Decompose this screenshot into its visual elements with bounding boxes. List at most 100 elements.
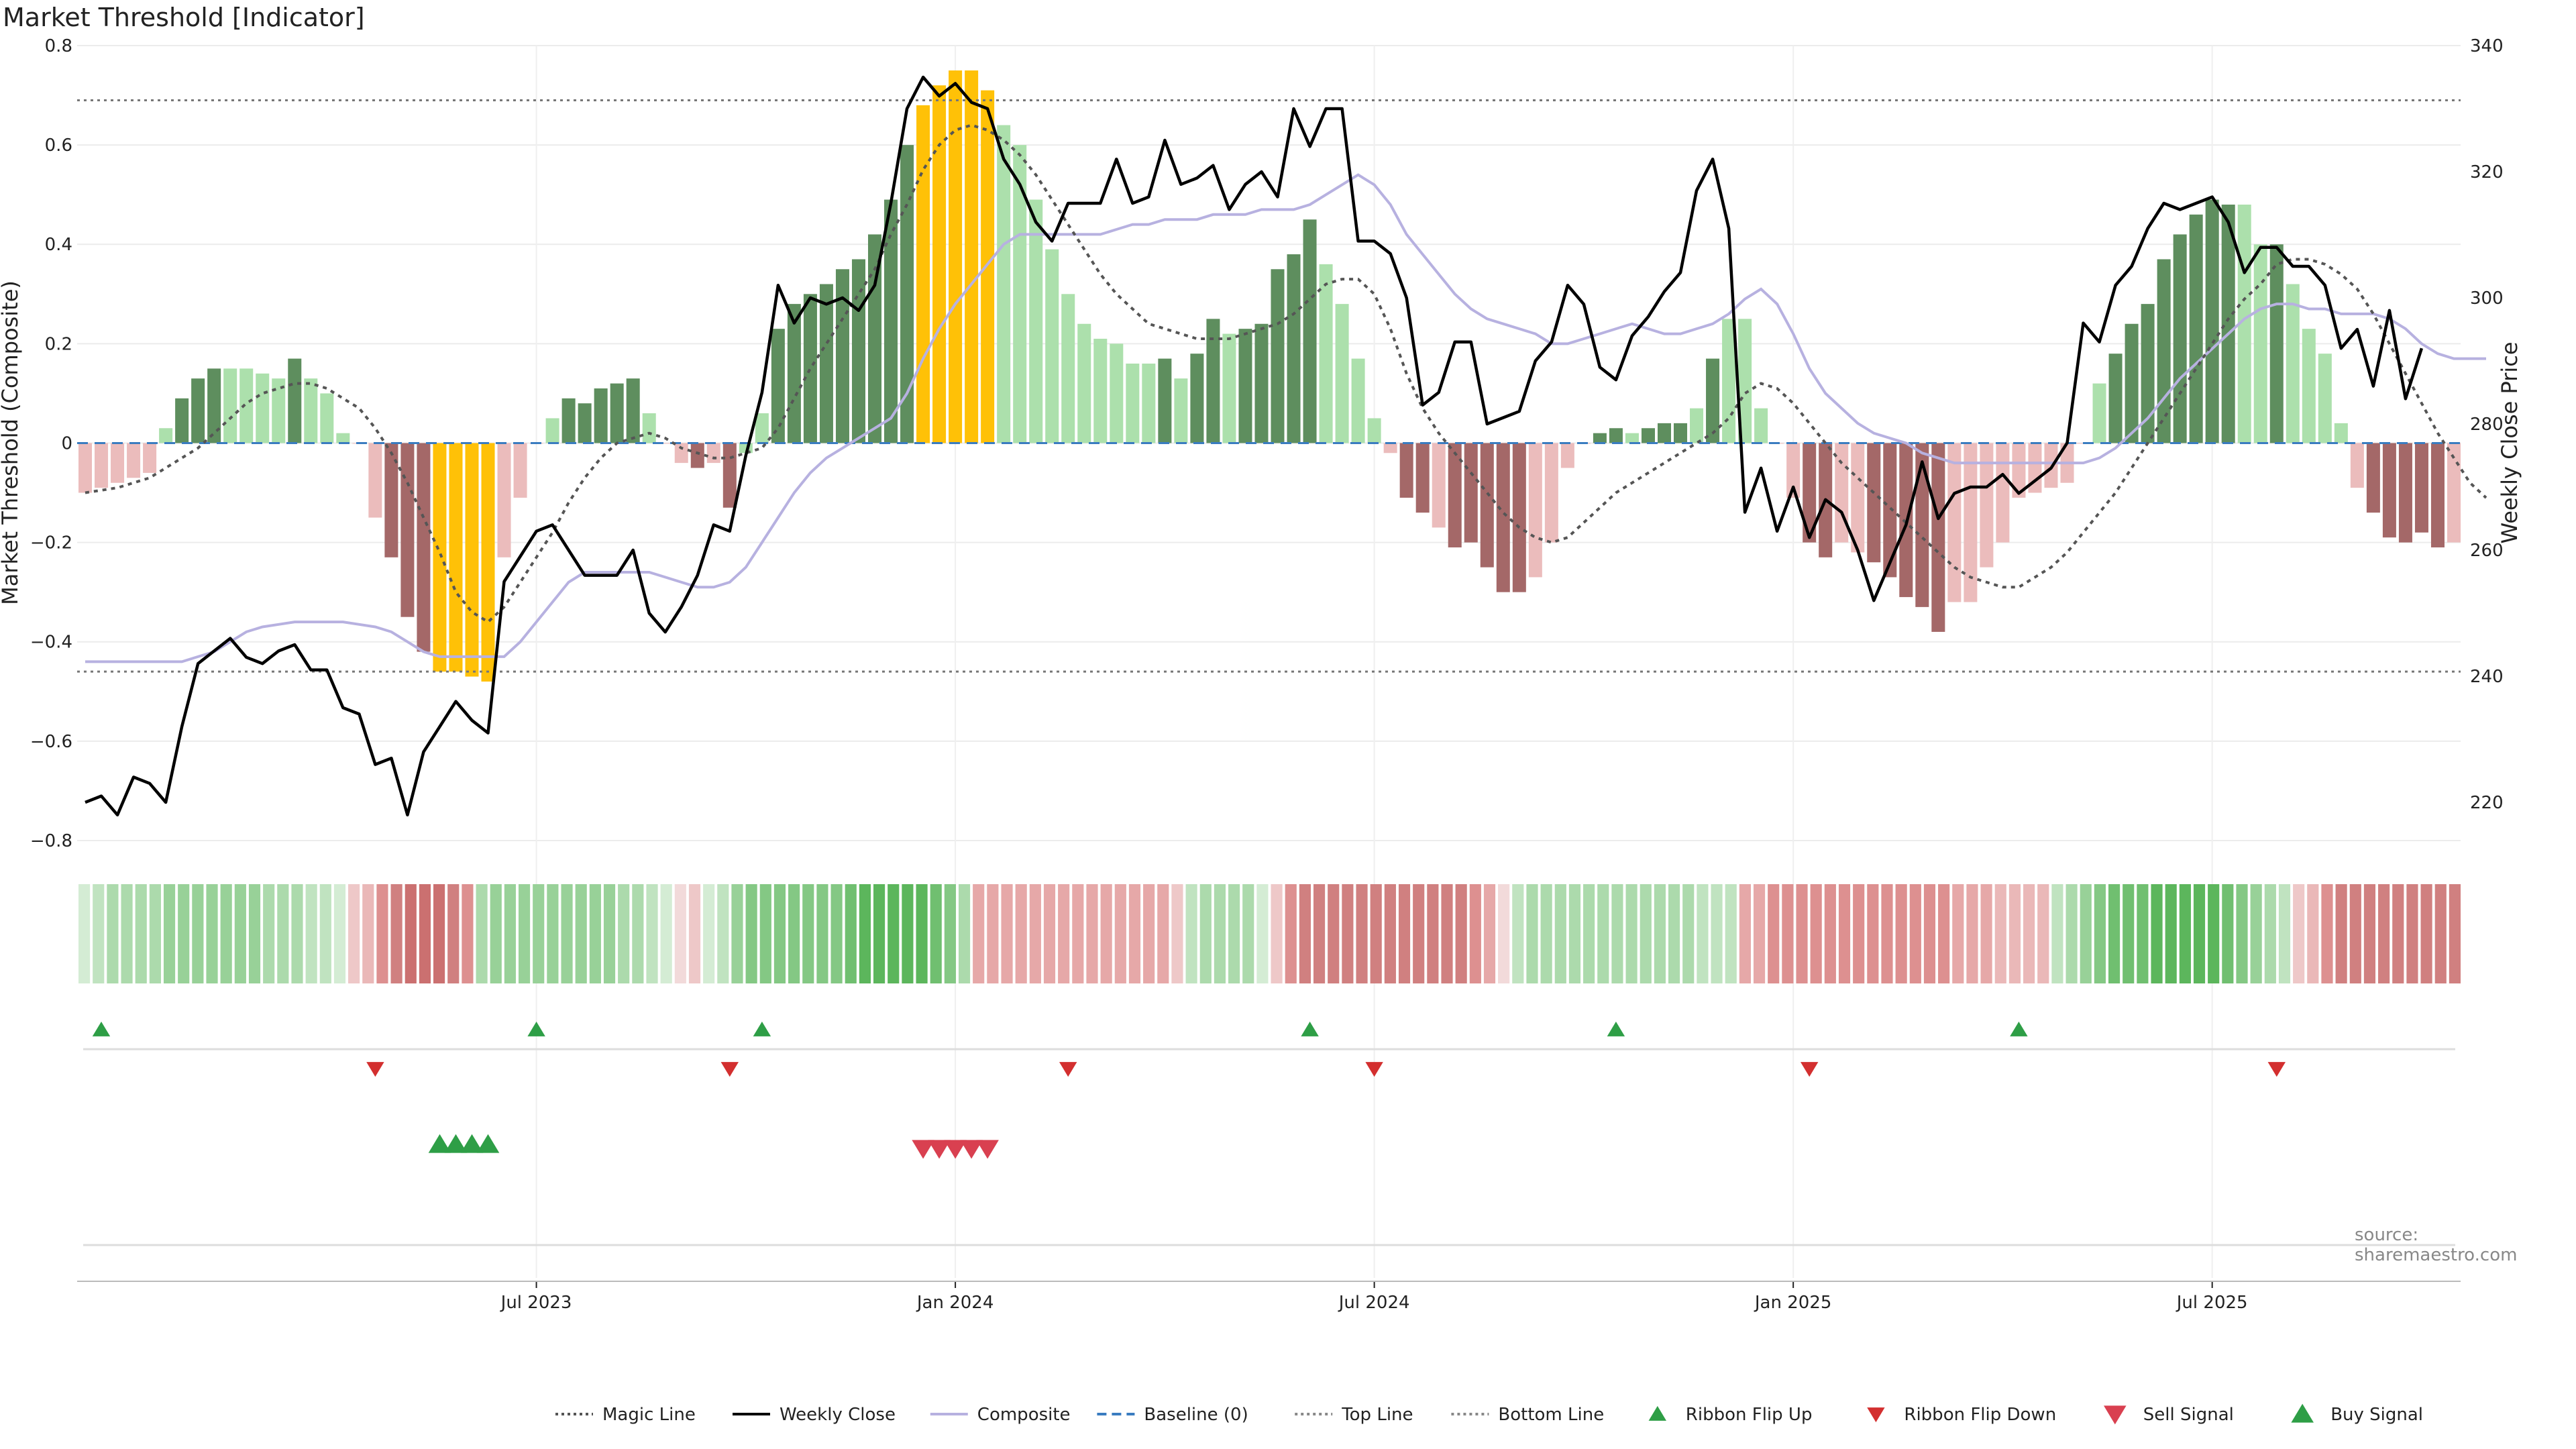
ribbon-cell: [2406, 884, 2418, 983]
composite-bar: [1803, 443, 1817, 543]
composite-bar: [2157, 259, 2171, 443]
ribbon-cell: [1398, 884, 1411, 983]
ribbon-cell: [1356, 884, 1368, 983]
composite-bar: [288, 358, 302, 443]
composite-bar: [1480, 443, 1494, 568]
ribbon-cell: [533, 884, 545, 983]
ribbon-cell: [958, 884, 971, 983]
composite-bar: [2318, 354, 2332, 443]
ribbon-cell: [2023, 884, 2035, 983]
ribbon-cell: [1654, 884, 1666, 983]
y2-tick-label: 340: [2470, 36, 2504, 56]
y2-axis-label: Weekly Close Price: [2497, 341, 2522, 543]
ribbon-cell: [1498, 884, 1510, 983]
composite-bar: [2012, 443, 2026, 498]
composite-bar: [336, 433, 350, 443]
ribbon-cell: [618, 884, 630, 983]
composite-bar: [1883, 443, 1897, 578]
chart-title: Market Threshold [Indicator]: [3, 3, 365, 32]
composite-bar: [1126, 363, 1140, 443]
composite-bar: [2108, 354, 2123, 443]
ribbon-cell: [1455, 884, 1467, 983]
ribbon-cell: [1512, 884, 1524, 983]
ribbon-flip-up-marker: [527, 1021, 545, 1036]
ribbon-cell: [234, 884, 246, 983]
composite-bar: [2350, 443, 2364, 488]
composite-bar: [594, 388, 608, 443]
ribbon-cell: [1554, 884, 1566, 983]
composite-bar: [1238, 329, 1252, 443]
legend-entry: Bottom Line: [1451, 1405, 1604, 1425]
ribbon-cell: [2278, 884, 2291, 983]
legend-entry: Buy Signal: [2291, 1403, 2423, 1425]
ribbon-cell: [1640, 884, 1652, 983]
ribbon-cell: [802, 884, 814, 983]
composite-bar: [1512, 443, 1526, 592]
ribbon-cell: [731, 884, 743, 983]
ribbon-cell: [1214, 884, 1226, 983]
ribbon-cell: [717, 884, 729, 983]
y-tick-label: −0.2: [30, 533, 72, 553]
composite-bar: [1013, 145, 1027, 443]
composite-bar: [1029, 199, 1043, 443]
ribbon-cell: [1029, 884, 1041, 983]
composite-bar: [1222, 333, 1236, 443]
composite-bar: [1593, 433, 1607, 443]
ribbon-cell: [1668, 884, 1680, 983]
legend-label: Ribbon Flip Down: [1904, 1405, 2056, 1425]
ribbon-flip-down-marker: [1801, 1062, 1819, 1077]
composite-bar: [384, 443, 398, 557]
axes: 0.8 0.6 0.4 0.2 0 −0.2 −0.4 −0.6 −0.8 340 320 300 28…: [30, 36, 2504, 1313]
ribbon-cell: [1271, 884, 1283, 983]
composite-bar: [949, 70, 963, 443]
ribbon-cell: [2080, 884, 2092, 983]
ribbon-cell: [476, 884, 488, 983]
composite-bar: [1061, 294, 1075, 443]
y-tick-label: 0: [61, 433, 72, 453]
composite-bar: [2447, 443, 2461, 543]
ribbon-cell: [1909, 884, 1921, 983]
composite-bar: [1110, 343, 1124, 443]
composite-bar: [1174, 378, 1188, 443]
composite-bar: [1754, 408, 1768, 443]
composite-bar: [1964, 443, 1978, 602]
composite-bar: [2382, 443, 2396, 538]
legend-swatch: [1648, 1405, 1666, 1421]
ribbon-cell: [1540, 884, 1552, 983]
ribbon-cell: [561, 884, 573, 983]
ribbon-cell: [575, 884, 587, 983]
ribbon-flip-down-marker: [720, 1062, 739, 1077]
composite-bar: [1786, 443, 1801, 498]
composite-bar: [1432, 443, 1446, 528]
legend-swatch: [2104, 1405, 2127, 1425]
ribbon-cell: [192, 884, 204, 983]
ribbon-cell: [2293, 884, 2305, 983]
ribbon-cell: [2222, 884, 2234, 983]
composite-bar: [2269, 244, 2284, 443]
ribbon-cell: [1853, 884, 1865, 983]
ribbon-cell: [93, 884, 105, 983]
ribbon-cell: [206, 884, 218, 983]
legend-entry: Composite: [930, 1405, 1071, 1425]
ribbon-cell: [1824, 884, 1836, 983]
composite-bar: [2334, 423, 2348, 443]
sell-signal-marker: [912, 1140, 934, 1159]
ribbon-cell: [1242, 884, 1254, 983]
composite-bar: [497, 443, 511, 557]
ribbon-cell: [1256, 884, 1269, 983]
legend-label: Composite: [977, 1405, 1071, 1425]
ribbon-cell: [1469, 884, 1481, 983]
ribbon-cell: [447, 884, 460, 983]
composite-bar: [787, 304, 801, 443]
composite-bar: [997, 125, 1011, 443]
ribbon-cell: [1838, 884, 1851, 983]
ribbon-cell: [305, 884, 317, 983]
ribbon-cell: [2420, 884, 2432, 983]
ribbon-cell: [773, 884, 786, 983]
y2-tick-label: 260: [2470, 541, 2504, 561]
x-tick-label: Jan 2025: [1754, 1293, 1832, 1313]
ribbon-cell: [1001, 884, 1013, 983]
composite-bar: [771, 329, 785, 443]
composite-bar: [674, 443, 688, 464]
composite-bar: [2205, 199, 2219, 443]
